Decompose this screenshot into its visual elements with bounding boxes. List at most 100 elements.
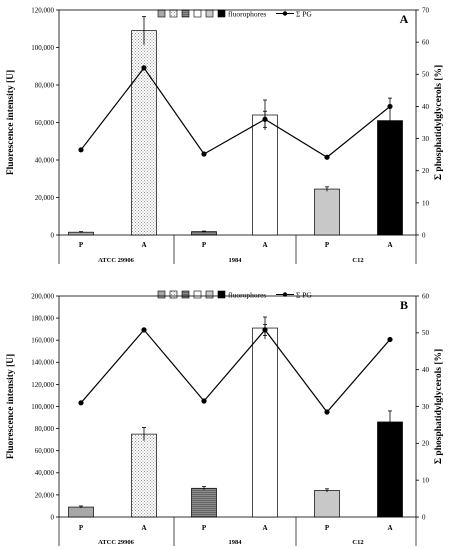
y2-tick-label: 30 [422,135,430,143]
group-label: ATCC 29906 [98,539,135,546]
y-tick-label: 120,000 [31,6,54,14]
legend-pg-marker [282,292,288,297]
legend-fluorophores-label: fluorophores [228,291,266,300]
pg-point [201,151,207,157]
y-tick-label: 60,000 [35,447,55,455]
y2-tick-label: 20 [422,440,430,448]
bar-p [68,506,94,518]
category-label: A [141,524,146,532]
legend-swatch-dots [169,9,178,18]
category-label: A [262,241,267,249]
bar-p [314,490,340,518]
y-tick-label: 100,000 [31,44,54,52]
y2-tick-label: 0 [422,513,426,521]
legend-swatch-white [193,9,202,18]
group-label: C12 [352,539,363,546]
bar-a [131,433,157,518]
category-label: P [79,524,84,532]
pg-point [141,327,147,333]
legend-pg-label: Σ PG [296,10,312,19]
y2-tick-label: 10 [422,199,430,207]
bar-a [252,114,278,236]
group-label: C12 [352,257,363,264]
group-label: ATCC 29906 [98,257,135,264]
legend-pg-label: Σ PG [296,291,312,300]
y-tick-label: 180,000 [31,315,54,323]
pg-point [262,116,268,122]
category-label: A [387,241,392,249]
panel-label: B [400,298,408,312]
y-tick-label: 20,000 [35,194,55,202]
group-label: 1984 [229,257,243,264]
category-label: A [141,241,146,249]
pg-point [324,154,330,160]
pg-point [387,336,393,343]
legend-swatch-gray [157,290,166,299]
y-tick-label: 80,000 [35,425,55,433]
category-label: P [202,524,207,532]
bar-a [252,327,278,518]
pg-point [78,400,84,406]
y-tick-label: 80,000 [35,81,55,89]
legend-swatch-gray [157,9,166,18]
y-axis-label: Fluorescence intensity [U] [6,70,16,175]
legend-swatch-dots [169,290,178,299]
pg-series-line [80,328,391,413]
bar-p [191,487,217,518]
chart-panel-a: 0 20,000 40,000 60,000 80,000 100,000 120,000 0… [6,6,444,264]
y-tick-label: 140,000 [31,359,54,367]
legend-swatch-stripes [181,290,190,299]
legend-swatch-stripes [181,9,190,18]
pg-series-line [80,66,391,158]
y2-tick-label: 40 [422,103,430,111]
y-tick-label: 60,000 [35,119,55,127]
y2-axis-label: Σ phosphatidylglycerols [%] [434,65,444,180]
y-tick-label: 100,000 [31,403,54,411]
y2-tick-label: 60 [422,292,430,300]
y-tick-label: 120,000 [31,381,54,389]
category-label: P [202,241,207,249]
y2-tick-label: 10 [422,477,430,485]
legend-a: fluorophores Σ PG [157,9,312,19]
y2-tick-label: 70 [422,6,430,14]
category-label: A [387,524,392,532]
category-label: P [325,524,330,532]
legend-swatch-lightgray [205,290,214,299]
legend-b: fluorophores Σ PG [157,290,312,300]
y2-tick-label: 40 [422,366,430,374]
bar-a [131,30,157,236]
y-axis-label: Fluorescence intensity [U] [6,354,16,459]
y2-tick-label: 50 [422,71,430,79]
y-tick-label: 160,000 [31,337,54,345]
category-label: A [262,524,267,532]
plot-frame [58,9,417,236]
legend-fluorophores-label: fluorophores [228,10,266,19]
y-tick-label: 40,000 [35,156,55,164]
pg-point [78,147,84,153]
y-tick-label: 40,000 [35,469,55,477]
y2-tick-label: 30 [422,403,430,411]
pg-point [387,103,393,110]
legend-swatch-black [217,290,226,299]
bar-a [377,421,403,518]
y-tick-label: 0 [51,513,55,521]
legend-swatch-black [217,9,226,18]
pg-point [262,327,268,333]
y-tick-label: 200,000 [31,292,54,300]
y2-tick-label: 20 [422,167,430,175]
pg-point [201,398,207,404]
y2-tick-label: 0 [422,231,426,239]
legend-swatch-lightgray [205,9,214,18]
bar-p [314,188,340,236]
chart-panel-b: 0 20,000 40,000 60,000 80,000 100,000 120,000 1… [6,292,444,546]
group-label: 1984 [229,539,243,546]
panel-label: A [400,12,409,26]
plot-frame [58,295,417,518]
legend-pg-marker [282,11,288,16]
y2-tick-label: 60 [422,39,430,47]
y-tick-label: 0 [51,231,55,239]
y2-axis-label: Σ phosphatidylglycerols [%] [434,349,444,464]
pg-point [141,65,147,71]
category-label: P [325,241,330,249]
